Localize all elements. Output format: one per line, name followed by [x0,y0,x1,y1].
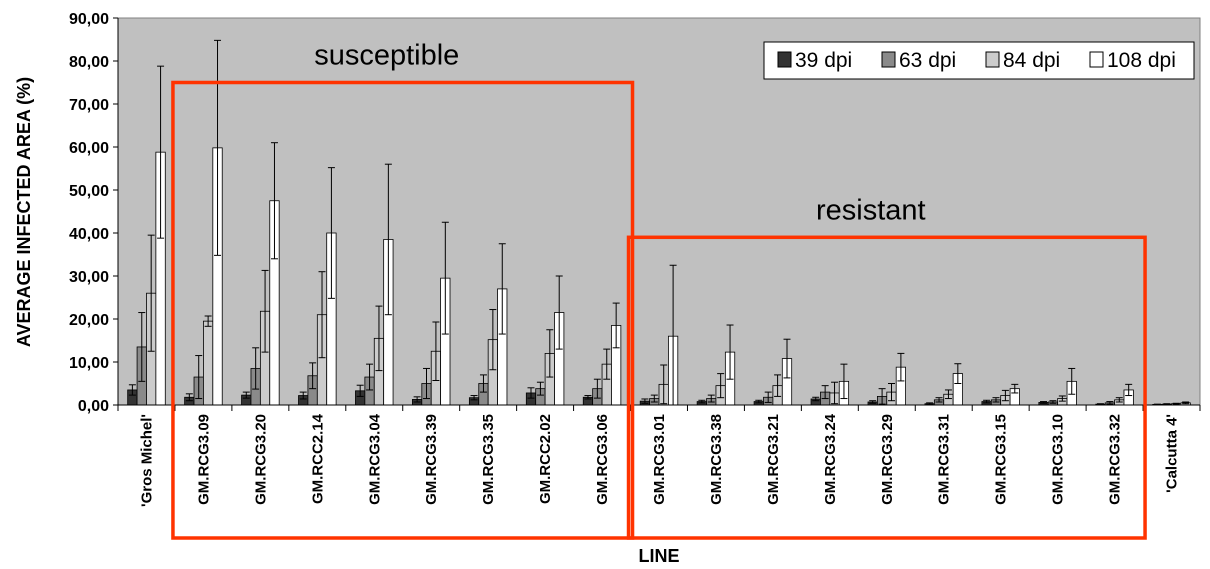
y-tick-label: 70,00 [69,97,109,114]
x-tick-label: 'Gros Michel' [138,414,155,507]
legend-label: 108 dpi [1107,49,1176,72]
legend-label: 39 dpi [795,49,852,72]
y-tick-label: 10,00 [69,355,109,372]
legend-swatch [778,52,791,67]
annotation-label: resistant [816,194,926,226]
legend-label: 63 dpi [899,49,956,72]
y-tick-label: 20,00 [69,312,109,329]
y-axis-title: AVERAGE INFECTED AREA (%) [14,77,34,347]
y-tick-label: 80,00 [69,54,109,71]
x-tick-label: GM.RCG3.06 [594,414,611,505]
x-tick-label: GM.RCG3.32 [1107,414,1124,505]
y-tick-label: 50,00 [69,183,109,200]
y-ticks: 0,00 10,00 20,00 30,00 40,00 50,00 60,00 70,00 8… [69,11,118,415]
x-tick-label: GM.RCG3.31 [936,414,953,505]
y-tick-label: 30,00 [69,269,109,286]
y-tick-label: 40,00 [69,226,109,243]
x-tick-label: GM.RCG3.35 [480,414,497,505]
x-tick-label: GM.RCC2.02 [537,414,554,504]
x-tick-label: GM.RCG3.15 [993,414,1010,505]
y-tick-label: 90,00 [69,11,109,28]
x-tick-label: GM.RCG3.38 [708,414,725,505]
x-tick-label: GM.RCC2.14 [309,413,326,504]
legend: 39 dpi 63 dpi 84 dpi 108 dpi [764,42,1194,79]
x-tick-label: GM.RCG3.01 [651,414,668,505]
x-tick-label: GM.RCG3.04 [366,413,383,505]
legend-swatch [882,52,895,67]
x-tick-label: GM.RCG3.09 [195,414,212,505]
annotation-label: susceptible [314,40,459,72]
x-tick-label: GM.RCG3.20 [252,414,269,505]
x-tick-label: 'Calcutta 4' [1164,414,1181,493]
y-tick-label: 60,00 [69,140,109,157]
x-tick-label: GM.RCG3.21 [765,414,782,505]
legend-swatch [986,52,999,67]
x-tick-label: GM.RCG3.29 [879,414,896,505]
x-tick-labels: 'Gros Michel' GM.RCG3.09 GM.RCG3.20 GM.RCC2… [118,405,1200,507]
x-tick-label: GM.RCG3.39 [423,414,440,505]
x-tick-label: GM.RCG3.24 [822,413,839,505]
bar [203,321,212,405]
y-tick-label: 0,00 [78,398,109,415]
legend-swatch [1090,52,1103,67]
x-tick-label: GM.RCG3.10 [1050,414,1067,505]
x-axis-title: LINE [638,546,679,566]
legend-label: 84 dpi [1003,49,1060,72]
